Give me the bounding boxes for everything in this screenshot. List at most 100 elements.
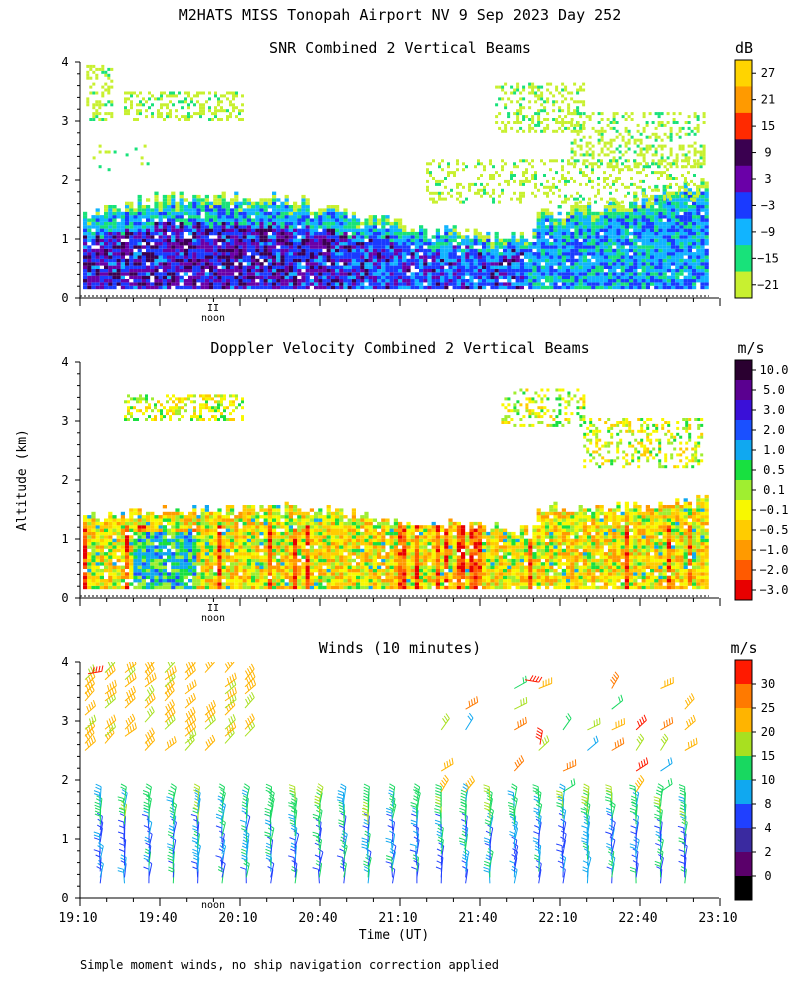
field-cell [444, 272, 449, 276]
field-cell [629, 245, 634, 249]
field-cell [669, 153, 673, 157]
field-cell [621, 200, 624, 204]
field-cell [120, 275, 125, 280]
field-cell [246, 262, 251, 266]
field-cell [91, 279, 96, 283]
field-cell [314, 248, 319, 253]
field-cell [360, 248, 365, 253]
field-cell [609, 138, 613, 142]
field-cell [141, 215, 146, 219]
field-cell [606, 165, 610, 169]
field-cell [284, 275, 289, 280]
field-cell [582, 103, 586, 107]
field-cell [200, 218, 205, 222]
field-cell [347, 272, 352, 276]
field-cell [536, 262, 541, 266]
field-cell [566, 221, 571, 226]
field-cell [160, 106, 163, 110]
field-cell [696, 279, 701, 283]
field-cell [519, 231, 524, 236]
field-cell [549, 82, 553, 86]
field-cell [629, 272, 634, 276]
colorbar-swatch [735, 192, 752, 220]
field-cell [235, 106, 238, 110]
field-cell [444, 275, 449, 280]
field-cell [150, 562, 155, 566]
field-cell [591, 231, 596, 236]
field-cell [99, 248, 104, 253]
field-cell [217, 194, 222, 199]
field-cell [133, 272, 138, 276]
field-cell [528, 242, 533, 246]
field-cell [687, 126, 691, 130]
field-cell [318, 235, 323, 239]
field-cell [95, 252, 100, 256]
field-cell [440, 242, 445, 246]
field-cell [603, 282, 608, 286]
field-cell [175, 225, 180, 229]
field-cell [129, 545, 134, 549]
field-cell [305, 265, 310, 269]
field-cell [158, 521, 163, 526]
field-cell [137, 198, 142, 202]
field-cell [255, 238, 260, 243]
field-cell [671, 255, 676, 259]
field-cell [238, 221, 243, 226]
field-cell [98, 118, 102, 121]
field-cell [301, 279, 306, 283]
field-cell [444, 242, 449, 246]
field-cell [444, 248, 449, 253]
field-cell [305, 238, 310, 243]
field-cell [633, 191, 636, 195]
field-cell [272, 191, 277, 195]
field-cell [555, 171, 558, 175]
field-cell [637, 225, 642, 229]
field-cell [171, 221, 176, 226]
field-cell [86, 76, 90, 80]
field-cell [83, 555, 88, 559]
field-cell [620, 285, 625, 290]
field-cell [678, 129, 682, 133]
field-cell [700, 265, 705, 269]
field-cell [242, 208, 247, 212]
field-cell [461, 242, 466, 246]
field-cell [679, 221, 684, 226]
field-cell [377, 265, 382, 269]
field-cell [522, 174, 525, 177]
field-cell [690, 129, 694, 133]
field-cell [616, 255, 621, 259]
field-cell [87, 248, 92, 253]
field-cell [616, 221, 621, 226]
field-cell [221, 272, 226, 276]
field-cell [360, 282, 365, 286]
field-cell [511, 231, 516, 236]
field-cell [267, 252, 272, 256]
field-cell [606, 141, 610, 145]
field-cell [297, 272, 302, 276]
field-cell [473, 265, 478, 269]
field-cell [662, 208, 667, 212]
field-cell [564, 85, 568, 89]
field-cell [515, 265, 520, 269]
field-cell [503, 285, 508, 290]
field-cell [230, 252, 235, 256]
field-cell [599, 255, 604, 259]
field-cell [381, 225, 386, 229]
field-cell [588, 179, 591, 183]
field-cell [145, 100, 148, 104]
field-cell [351, 282, 356, 286]
field-cell [133, 282, 138, 286]
field-cell [561, 121, 565, 124]
field-cell [419, 245, 424, 249]
field-cell [702, 159, 706, 163]
field-cell [490, 282, 495, 286]
field-cell [309, 255, 314, 259]
field-cell [696, 272, 701, 276]
field-cell [87, 231, 92, 236]
field-cell [570, 225, 575, 229]
field-cell [326, 279, 331, 283]
field-cell [620, 255, 625, 259]
field-cell [272, 194, 277, 199]
field-cell [504, 106, 508, 110]
field-cell [630, 118, 634, 121]
